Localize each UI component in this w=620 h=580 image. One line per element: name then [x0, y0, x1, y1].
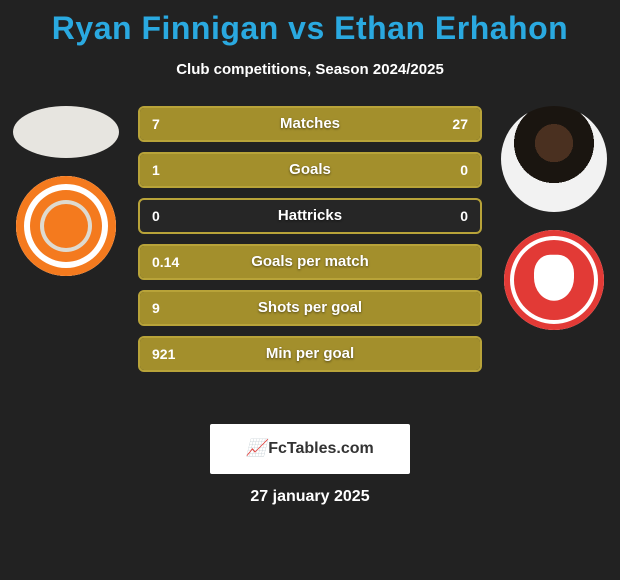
stat-value-left: 7: [152, 108, 160, 140]
stat-label: Goals per match: [140, 246, 480, 278]
stat-row: Goals1 0: [138, 152, 482, 188]
stat-value-left: 0: [152, 200, 160, 232]
chart-icon: 📈: [246, 440, 266, 457]
page-title: Ryan Finnigan vs Ethan Erhahon: [0, 0, 620, 47]
comparison-area: Matches727Goals10Hattricks00Goals per ma…: [0, 106, 620, 406]
right-player-column: [496, 106, 612, 330]
stat-value-left: 1: [152, 154, 160, 186]
stat-value-left: 0.14: [152, 246, 179, 278]
stat-row: Min per goal921: [138, 336, 482, 372]
stat-row: Hattricks0 0: [138, 198, 482, 234]
left-club-badge-icon: [16, 176, 116, 276]
page-subtitle: Club competitions, Season 2024/2025: [0, 61, 620, 78]
stat-label: Shots per goal: [140, 292, 480, 324]
watermark-text: FcTables.com: [268, 440, 374, 457]
stat-row: Shots per goal9: [138, 290, 482, 326]
stat-label: Min per goal: [140, 338, 480, 370]
right-player-avatar: [501, 106, 607, 212]
stats-panel: Matches727Goals10Hattricks00Goals per ma…: [138, 106, 482, 382]
left-player-avatar: [13, 106, 119, 158]
right-club-badge-icon: [504, 230, 604, 330]
watermark-badge: 📈FcTables.com: [210, 424, 410, 474]
stat-value-left: 9: [152, 292, 160, 324]
stat-value-right: 27: [452, 108, 468, 140]
snapshot-date: 27 january 2025: [0, 488, 620, 506]
left-player-column: [8, 106, 124, 276]
stat-value-left: 921: [152, 338, 175, 370]
stat-value-right: 0: [460, 200, 468, 232]
stat-value-right: 0: [460, 154, 468, 186]
stat-label: Hattricks: [140, 200, 480, 232]
stat-row: Matches7 27: [138, 106, 482, 142]
stat-label: Matches: [140, 108, 480, 140]
stat-row: Goals per match0.14: [138, 244, 482, 280]
stat-label: Goals: [140, 154, 480, 186]
